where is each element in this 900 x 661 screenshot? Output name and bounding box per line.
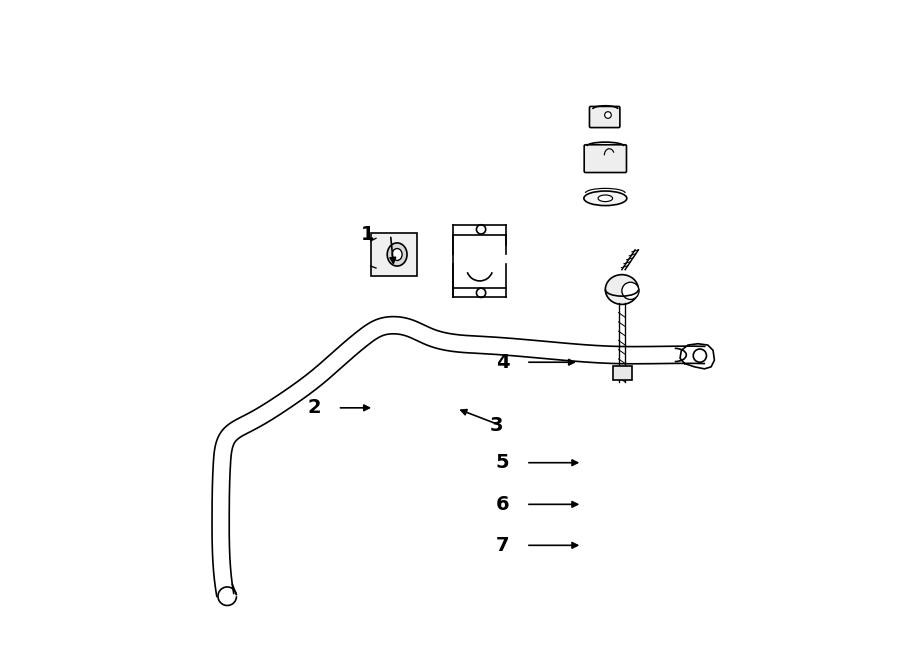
Circle shape (622, 282, 639, 299)
Ellipse shape (598, 195, 613, 202)
Text: 3: 3 (490, 416, 503, 434)
Ellipse shape (387, 243, 407, 266)
Text: 5: 5 (496, 453, 509, 472)
Text: 1: 1 (360, 225, 374, 244)
Text: 4: 4 (496, 353, 509, 371)
Text: 6: 6 (496, 495, 509, 514)
Ellipse shape (392, 249, 402, 260)
FancyBboxPatch shape (590, 106, 620, 128)
FancyBboxPatch shape (371, 233, 417, 276)
Text: 2: 2 (308, 399, 321, 417)
Ellipse shape (606, 275, 638, 304)
FancyBboxPatch shape (584, 145, 626, 173)
Circle shape (605, 112, 611, 118)
Ellipse shape (584, 191, 626, 206)
FancyBboxPatch shape (613, 366, 632, 380)
Text: 7: 7 (496, 536, 509, 555)
